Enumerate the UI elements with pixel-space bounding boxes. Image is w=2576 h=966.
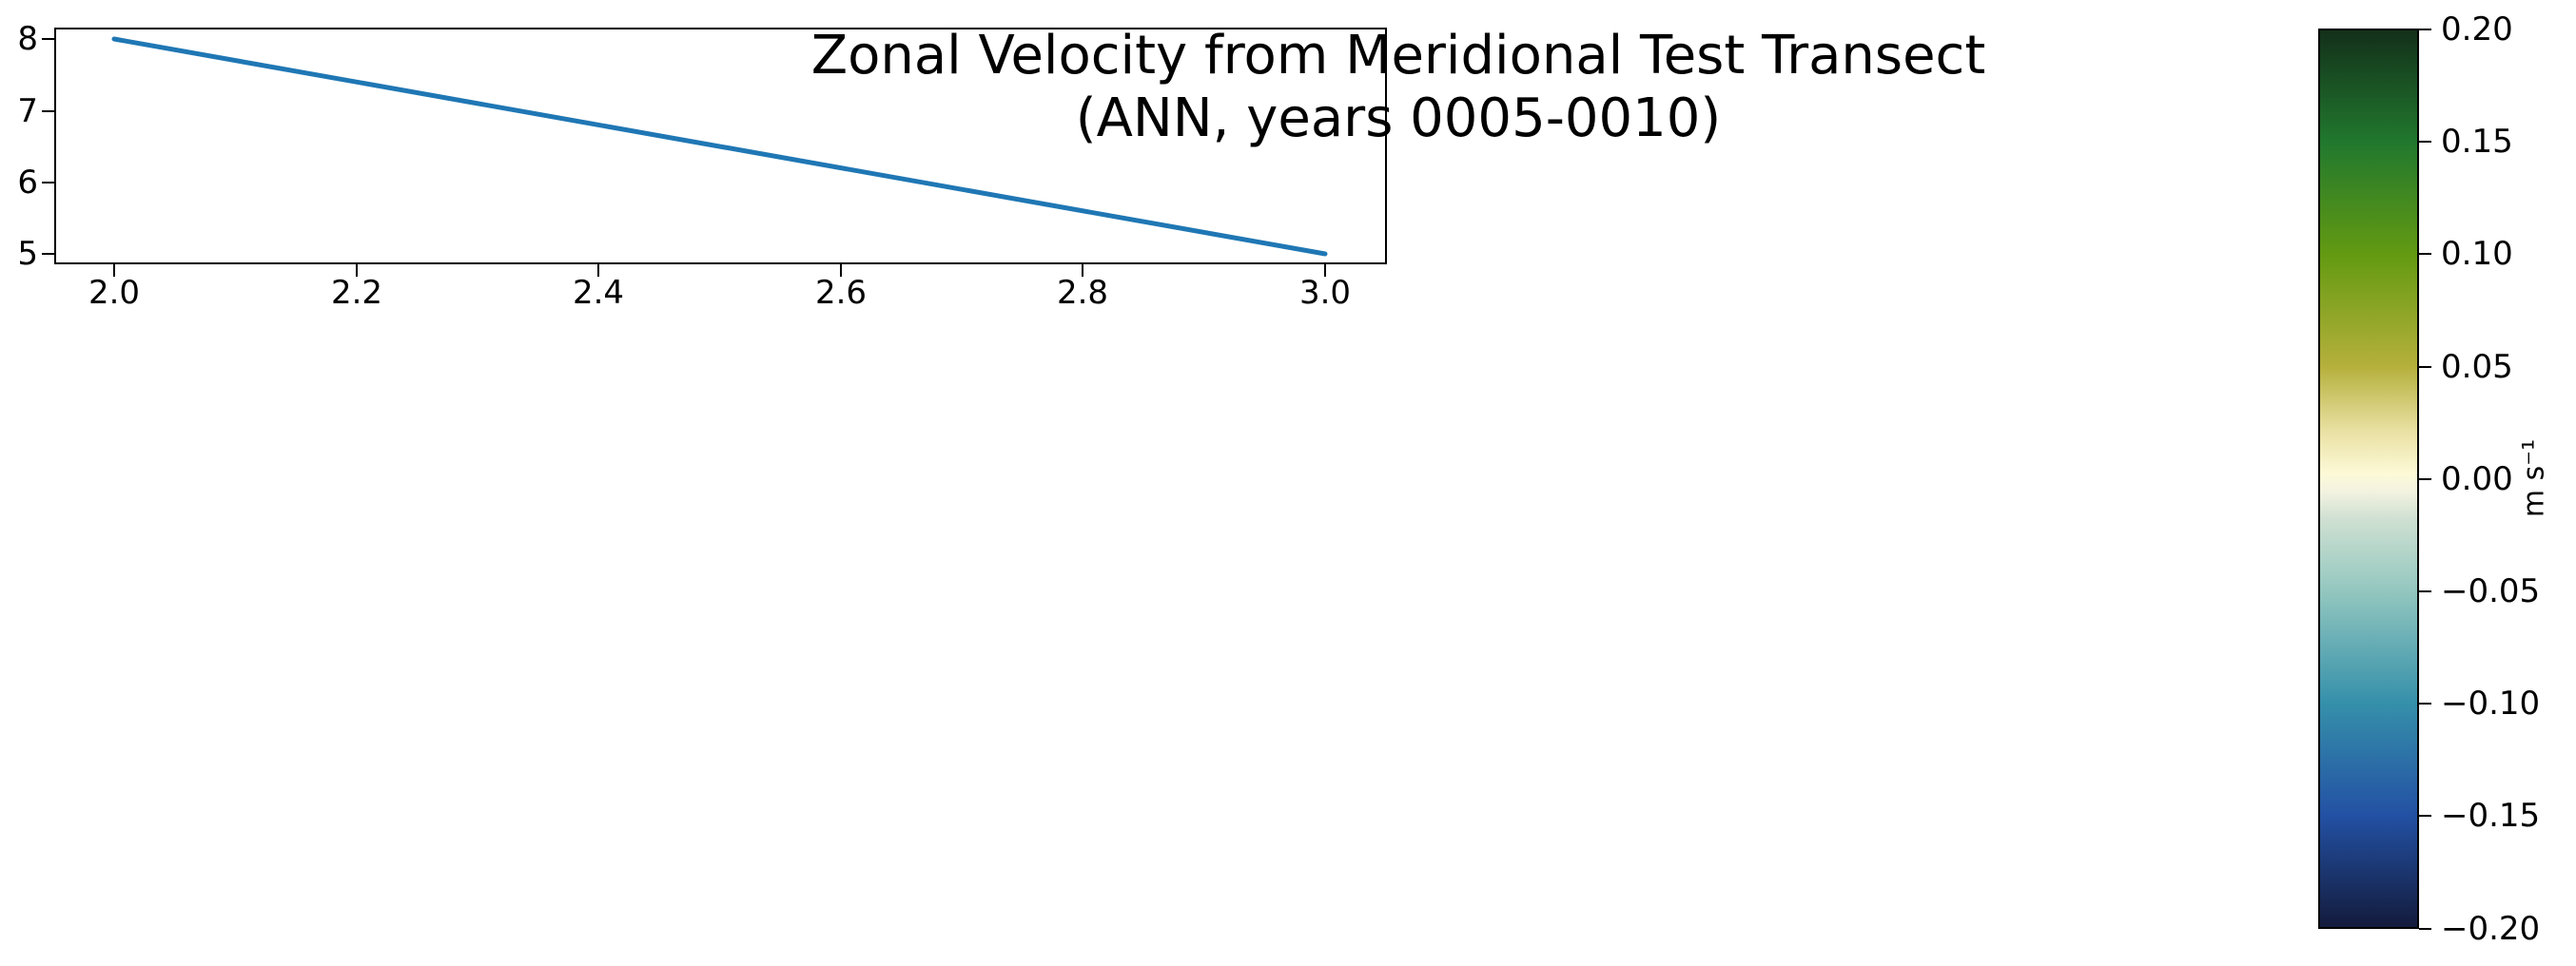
x-tick	[1324, 264, 1326, 277]
plot-area	[54, 28, 1387, 264]
colorbar-tick-label: −0.10	[2441, 685, 2541, 723]
y-tick	[42, 38, 54, 40]
x-tick	[1082, 264, 1083, 277]
colorbar-tick	[2419, 253, 2431, 255]
colorbar-tick	[2419, 29, 2431, 30]
colorbar-tick	[2419, 815, 2431, 817]
chart-title-line1: Zonal Velocity from Meridional Test Tran…	[810, 25, 1986, 87]
x-tick	[356, 264, 358, 277]
y-tick-label: 8	[17, 20, 38, 58]
y-tick	[42, 253, 54, 255]
x-tick-label: 3.0	[1298, 274, 1352, 312]
x-tick	[113, 264, 115, 277]
x-tick	[840, 264, 842, 277]
y-tick	[42, 110, 54, 112]
chart-title-line2: (ANN, years 0005-0010)	[1075, 87, 1722, 149]
x-tick-label: 2.2	[330, 274, 383, 312]
colorbar-tick-label: 0.10	[2441, 235, 2513, 273]
y-tick	[42, 182, 54, 184]
x-tick	[597, 264, 599, 277]
x-tick-label: 2.8	[1056, 274, 1109, 312]
colorbar-tick-label: −0.05	[2441, 572, 2541, 610]
colorbar-tick	[2419, 590, 2431, 592]
x-tick-label: 2.4	[572, 274, 625, 312]
colorbar-tick	[2419, 478, 2431, 480]
x-tick-label: 2.6	[814, 274, 868, 312]
colorbar-gradient	[2318, 29, 2419, 929]
colorbar-tick-label: 0.05	[2441, 348, 2513, 386]
colorbar-tick	[2419, 928, 2431, 930]
colorbar-tick	[2419, 141, 2431, 143]
data-line	[111, 36, 1328, 257]
line-plot	[111, 36, 1328, 257]
x-tick-label: 2.0	[88, 274, 141, 312]
y-tick-label: 6	[17, 164, 38, 202]
colorbar-tick-label: 0.15	[2441, 123, 2513, 161]
y-tick-label: 5	[17, 235, 38, 273]
colorbar-units-label: m s⁻¹	[2517, 438, 2551, 518]
colorbar-tick-label: −0.15	[2441, 797, 2541, 835]
y-tick-label: 7	[17, 92, 38, 130]
colorbar-tick-label: −0.20	[2441, 910, 2541, 948]
colorbar-tick-label: 0.00	[2441, 460, 2513, 498]
chart-title: Zonal Velocity from Meridional Test Tran…	[811, 25, 1986, 149]
colorbar-tick	[2419, 703, 2431, 705]
colorbar-tick	[2419, 366, 2431, 368]
colorbar-tick-label: 0.20	[2441, 10, 2513, 48]
